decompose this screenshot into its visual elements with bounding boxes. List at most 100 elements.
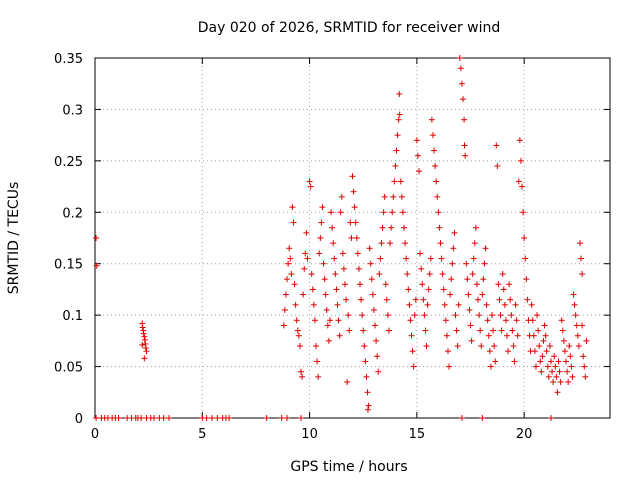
data-point bbox=[300, 291, 307, 298]
data-point bbox=[561, 348, 568, 355]
data-point bbox=[281, 307, 288, 313]
data-point bbox=[296, 343, 303, 349]
data-point bbox=[441, 301, 448, 308]
data-point bbox=[347, 219, 354, 226]
data-point bbox=[423, 343, 430, 349]
x-axis: 0 5 10 15 20 bbox=[91, 58, 533, 442]
data-point bbox=[517, 157, 524, 164]
data-point bbox=[226, 415, 233, 421]
y-tick-label: 0.15 bbox=[54, 258, 83, 273]
data-point bbox=[379, 224, 386, 231]
data-point bbox=[393, 147, 400, 154]
data-point bbox=[447, 291, 454, 298]
data-point bbox=[542, 332, 549, 339]
data-point bbox=[306, 178, 313, 185]
data-point bbox=[504, 332, 510, 339]
data-point bbox=[365, 402, 372, 409]
data-point bbox=[323, 307, 330, 313]
data-point bbox=[311, 317, 318, 324]
data-point bbox=[429, 132, 436, 139]
data-point bbox=[483, 301, 490, 308]
data-point bbox=[552, 363, 559, 370]
data-point bbox=[506, 281, 513, 288]
data-point bbox=[448, 276, 455, 283]
data-point bbox=[376, 271, 383, 277]
data-point bbox=[462, 152, 469, 159]
data-point bbox=[310, 301, 317, 308]
data-point bbox=[360, 327, 367, 334]
data-point bbox=[488, 312, 495, 319]
data-point bbox=[505, 348, 512, 355]
data-point bbox=[335, 317, 342, 324]
data-point bbox=[390, 193, 397, 200]
data-point bbox=[469, 271, 476, 277]
data-point bbox=[438, 255, 445, 262]
data-point bbox=[566, 343, 573, 349]
data-point bbox=[142, 345, 149, 352]
data-point bbox=[396, 111, 403, 118]
y-tick-label: 0 bbox=[75, 412, 83, 427]
data-point bbox=[397, 178, 404, 185]
x-tick-label: 20 bbox=[516, 427, 533, 442]
data-point bbox=[551, 353, 558, 360]
y-tick-label: 0.05 bbox=[54, 361, 83, 376]
data-point bbox=[440, 286, 447, 293]
y-axis: 0 0.05 0.1 0.15 0.2 0.25 0.3 0.35 bbox=[54, 52, 610, 427]
data-point bbox=[539, 353, 546, 360]
data-point bbox=[343, 296, 350, 303]
data-point bbox=[143, 348, 150, 355]
data-point bbox=[361, 343, 368, 349]
data-point bbox=[578, 255, 585, 262]
data-point bbox=[579, 322, 586, 329]
data-point bbox=[285, 260, 292, 267]
data-point bbox=[495, 281, 502, 288]
data-point bbox=[475, 296, 482, 303]
data-point bbox=[354, 250, 361, 257]
data-point bbox=[286, 245, 293, 252]
data-point bbox=[413, 137, 420, 144]
data-point bbox=[318, 219, 325, 226]
data-point bbox=[570, 291, 577, 298]
data-point bbox=[151, 415, 158, 421]
data-point bbox=[437, 240, 444, 247]
data-point bbox=[450, 245, 457, 252]
data-point bbox=[329, 224, 336, 231]
data-point bbox=[547, 415, 554, 421]
data-point bbox=[541, 322, 548, 329]
data-point bbox=[580, 353, 587, 360]
data-point bbox=[559, 327, 566, 334]
data-point bbox=[436, 224, 443, 231]
data-point bbox=[568, 363, 575, 370]
data-point bbox=[563, 358, 570, 365]
data-point bbox=[93, 262, 100, 269]
data-point bbox=[549, 368, 556, 375]
data-point bbox=[419, 281, 426, 288]
data-point bbox=[572, 312, 579, 319]
data-point bbox=[348, 235, 355, 241]
data-point bbox=[573, 322, 580, 329]
data-point bbox=[288, 271, 295, 277]
data-point bbox=[428, 116, 435, 123]
data-point bbox=[328, 209, 335, 216]
data-point bbox=[407, 317, 414, 324]
data-point bbox=[299, 373, 306, 380]
data-point bbox=[502, 317, 509, 324]
data-point bbox=[362, 358, 369, 365]
data-point bbox=[369, 291, 376, 298]
data-point bbox=[384, 312, 391, 319]
data-point bbox=[491, 343, 498, 349]
data-point bbox=[284, 415, 291, 421]
data-point bbox=[115, 415, 122, 421]
data-point bbox=[389, 209, 396, 216]
data-point bbox=[284, 276, 291, 283]
data-point bbox=[93, 415, 100, 421]
data-point bbox=[422, 327, 429, 334]
data-point bbox=[377, 255, 384, 262]
data-point bbox=[139, 324, 146, 331]
data-point bbox=[378, 240, 385, 247]
data-point bbox=[453, 327, 460, 334]
data-point bbox=[545, 373, 552, 380]
data-point bbox=[510, 343, 517, 349]
data-point bbox=[315, 373, 322, 380]
data-point bbox=[331, 255, 338, 262]
